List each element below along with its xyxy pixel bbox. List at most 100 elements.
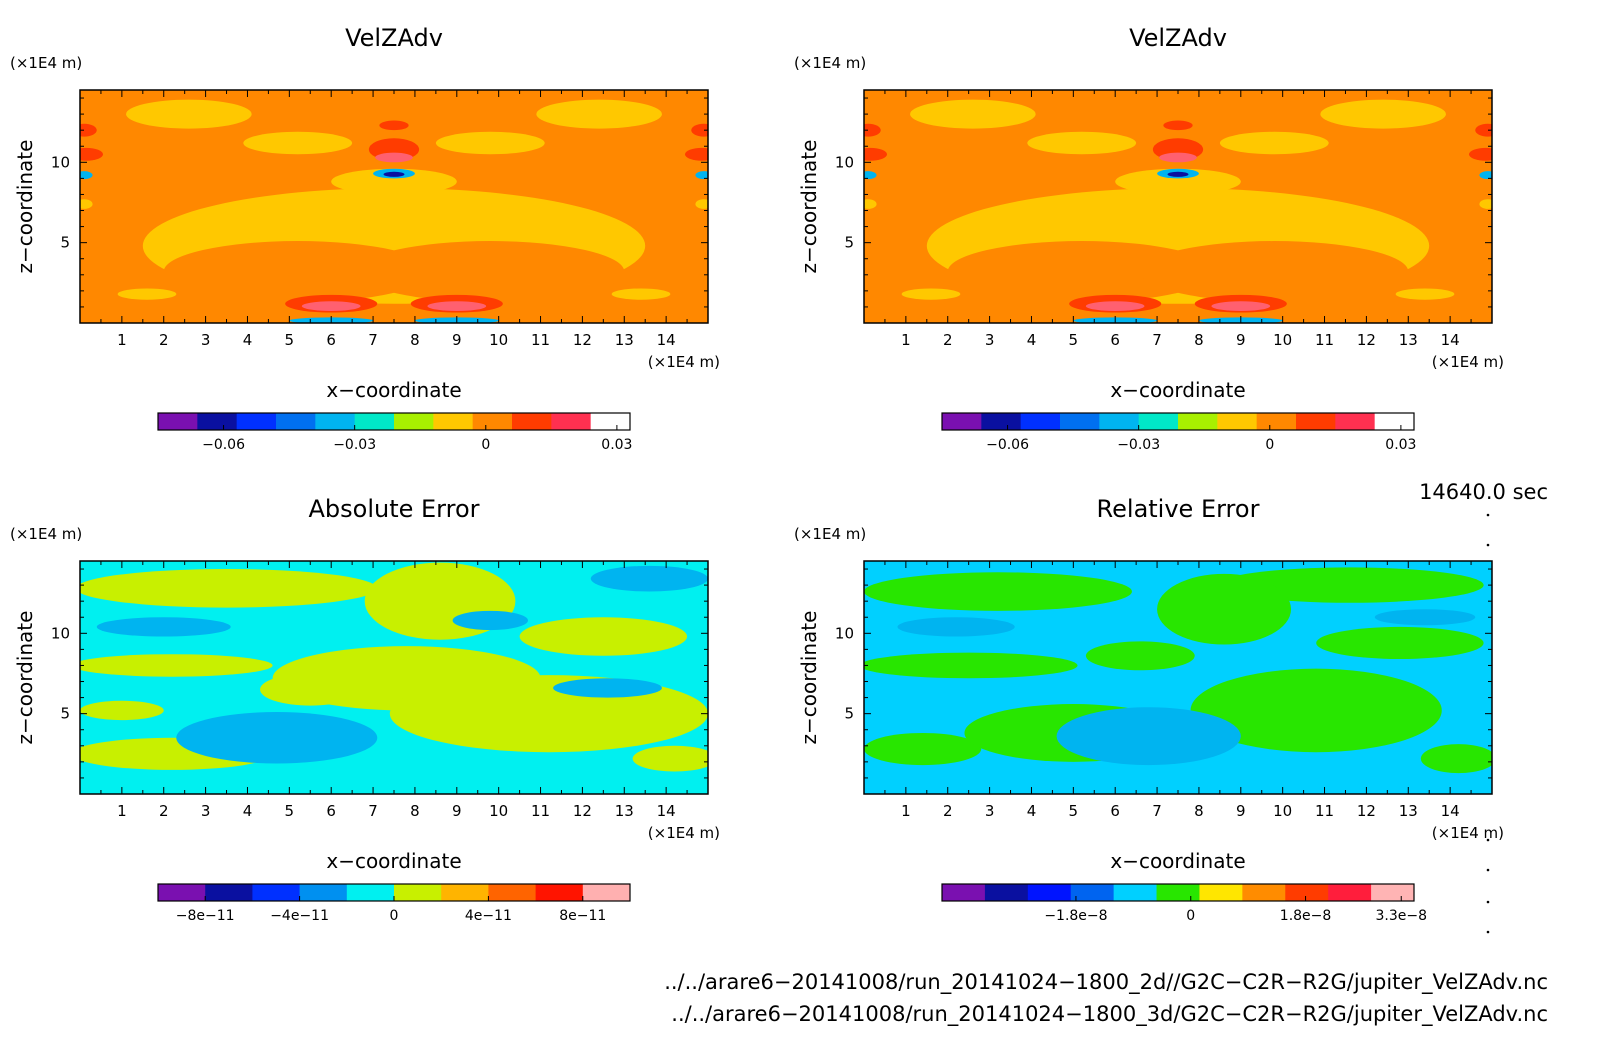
colorbar-swatch bbox=[354, 413, 395, 430]
field-region bbox=[301, 301, 361, 311]
x-unit-label: (×1E4 m) bbox=[1432, 353, 1504, 371]
colorbar-swatch bbox=[1242, 884, 1286, 901]
colorbar-tick-label: 3.3e−8 bbox=[1375, 908, 1427, 924]
field-region bbox=[590, 565, 708, 592]
colorbar-swatch bbox=[1027, 884, 1072, 901]
field-region bbox=[375, 152, 413, 163]
field-region bbox=[691, 123, 708, 137]
x-axis-label: x−coordinate bbox=[326, 849, 461, 873]
colorbar: −1.8e−8 0 1.8e−8 3.3e−8 bbox=[941, 883, 1427, 924]
chart-title: VelZAdv bbox=[1129, 24, 1227, 52]
colorbar-swatch bbox=[512, 413, 552, 430]
x-tick-label: 6 bbox=[326, 331, 336, 349]
colorbar-swatch bbox=[158, 884, 206, 901]
colorbar-swatch bbox=[315, 413, 356, 430]
x-tick-label: 7 bbox=[368, 331, 378, 349]
field-region bbox=[163, 241, 432, 303]
colorbar-swatch bbox=[1328, 884, 1372, 901]
x-tick-label: 6 bbox=[326, 802, 336, 820]
field-region bbox=[80, 654, 273, 677]
colorbar-swatch bbox=[1285, 884, 1329, 901]
margin-dot bbox=[1486, 513, 1490, 517]
x-tick-label: 8 bbox=[410, 331, 420, 349]
colorbar-swatch bbox=[535, 884, 584, 901]
time-label: 14640.0 sec bbox=[1419, 480, 1548, 504]
colorbar-swatch bbox=[1156, 884, 1200, 901]
margin-dot bbox=[1486, 930, 1490, 934]
x-tick-label: 1 bbox=[901, 331, 911, 349]
x-tick-label: 10 bbox=[489, 331, 508, 349]
field-region bbox=[260, 673, 361, 706]
x-tick-label: 10 bbox=[1273, 331, 1292, 349]
x-tick-label: 12 bbox=[573, 331, 592, 349]
colorbar-swatch bbox=[472, 413, 513, 430]
field-region bbox=[1056, 707, 1241, 766]
y-unit-label: (×1E4 m) bbox=[10, 525, 82, 543]
colorbar-tick-label: 0 bbox=[1186, 908, 1195, 924]
colorbar-swatch bbox=[1020, 413, 1061, 430]
field-region bbox=[1395, 288, 1455, 300]
field-region bbox=[126, 99, 252, 129]
y-axis-label: z−coordinate bbox=[797, 140, 821, 274]
y-unit-label: (×1E4 m) bbox=[794, 54, 866, 72]
x-tick-label: 14 bbox=[657, 331, 676, 349]
x-tick-label: 13 bbox=[615, 331, 634, 349]
x-tick-label: 11 bbox=[1315, 331, 1334, 349]
source-file-3d: ../../arare6−20141008/run_20141024−1800_… bbox=[671, 1002, 1548, 1026]
y-axis-label: z−coordinate bbox=[797, 611, 821, 745]
field-region bbox=[1219, 131, 1329, 155]
x-tick-label: 4 bbox=[243, 802, 253, 820]
field-region bbox=[864, 652, 1078, 679]
y-tick-label: 10 bbox=[835, 624, 854, 642]
colorbar-swatch bbox=[582, 884, 631, 901]
colorbar-swatch bbox=[1217, 413, 1258, 430]
field-region bbox=[331, 168, 457, 195]
field-region bbox=[947, 241, 1216, 303]
field-region bbox=[1468, 147, 1492, 161]
x-tick-label: 13 bbox=[1399, 802, 1418, 820]
colorbar-tick-label: 0 bbox=[390, 908, 399, 924]
colorbar-tick-label: 0 bbox=[481, 437, 490, 453]
x-tick-label: 13 bbox=[1399, 331, 1418, 349]
colorbar-swatch bbox=[1138, 413, 1179, 430]
colorbar-tick-label: −0.06 bbox=[202, 437, 245, 453]
colorbar-swatch bbox=[984, 884, 1029, 901]
field-region bbox=[176, 712, 378, 764]
field-region bbox=[1320, 99, 1446, 129]
field-region bbox=[80, 123, 97, 137]
colorbar-tick-label: 0.03 bbox=[601, 437, 632, 453]
field-region bbox=[864, 199, 877, 209]
colorbar-tick-label: 1.8e−8 bbox=[1280, 908, 1332, 924]
colorbar-swatch bbox=[551, 413, 592, 430]
field-region bbox=[864, 171, 877, 180]
field-region bbox=[427, 301, 487, 311]
x-tick-label: 3 bbox=[201, 802, 211, 820]
field-region bbox=[1159, 152, 1197, 163]
field-region bbox=[611, 288, 671, 300]
colorbar-swatch bbox=[1256, 413, 1297, 430]
colorbar-tick-label: −0.03 bbox=[333, 437, 376, 453]
field-region bbox=[1316, 626, 1484, 660]
field-region bbox=[1115, 168, 1241, 195]
colorbar-swatch bbox=[299, 884, 348, 901]
field-region bbox=[864, 147, 888, 161]
x-tick-label: 4 bbox=[243, 331, 253, 349]
x-tick-label: 10 bbox=[1273, 802, 1292, 820]
x-tick-label: 3 bbox=[985, 802, 995, 820]
x-tick-label: 5 bbox=[285, 331, 295, 349]
field-region bbox=[910, 99, 1036, 129]
field-region bbox=[80, 569, 378, 608]
field-region bbox=[901, 288, 961, 300]
y-tick-label: 10 bbox=[51, 624, 70, 642]
colorbar-swatch bbox=[1335, 413, 1376, 430]
source-file-2d: ../../arare6−20141008/run_20141024−1800_… bbox=[664, 970, 1548, 994]
x-axis-label: x−coordinate bbox=[1110, 378, 1245, 402]
field-region bbox=[1163, 120, 1193, 131]
colorbar-frame bbox=[941, 883, 1415, 902]
field-region bbox=[1211, 301, 1271, 311]
x-tick-label: 6 bbox=[1110, 331, 1120, 349]
field-region bbox=[379, 120, 409, 131]
x-tick-label: 14 bbox=[1441, 802, 1460, 820]
